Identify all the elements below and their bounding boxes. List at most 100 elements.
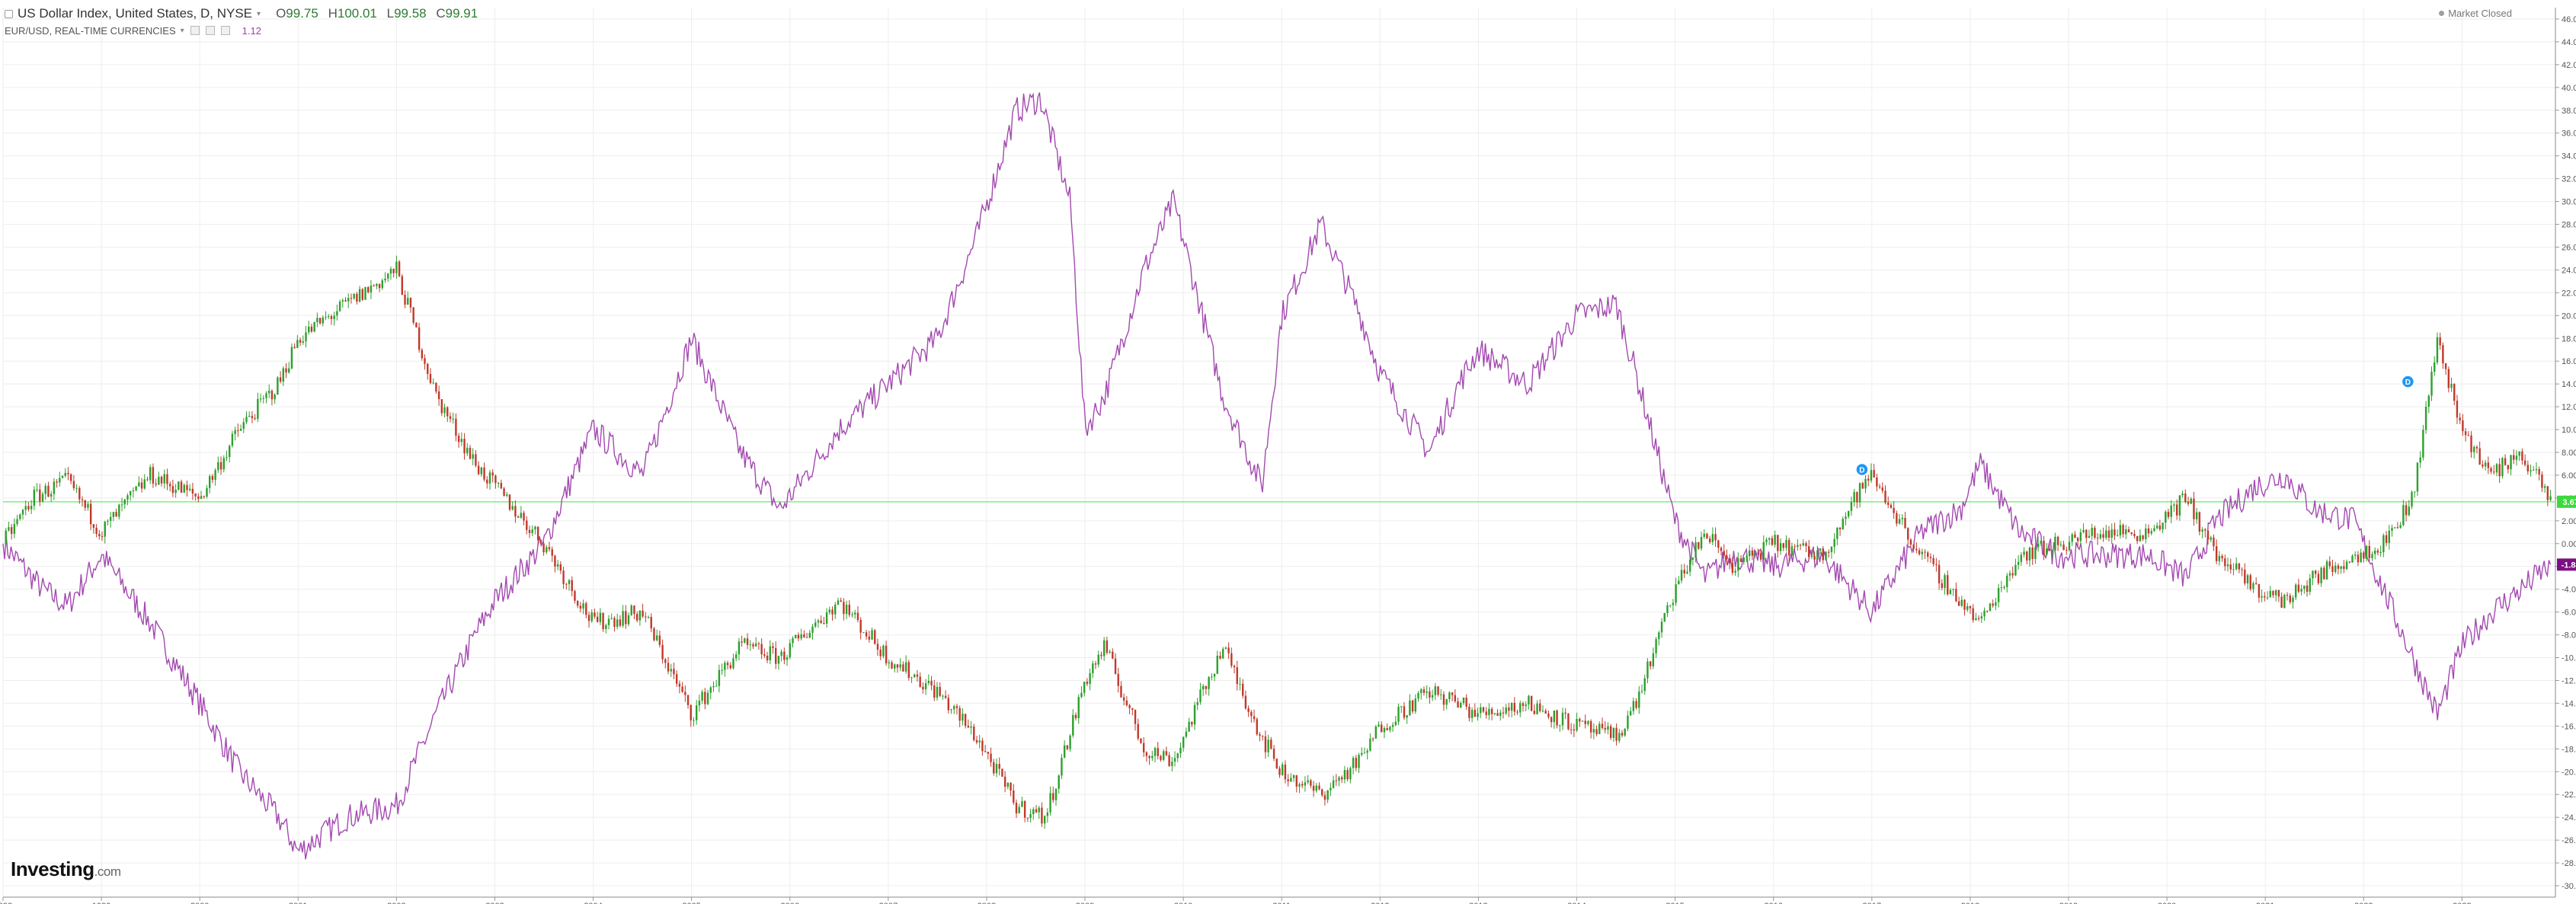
candle-body [2114,529,2116,536]
candle-body [1640,691,1643,692]
legend-compare-row[interactable]: EUR/USD, REAL-TIME CURRENCIES ▾ 1.12 [5,23,484,38]
eye-icon[interactable] [190,26,200,35]
candle-body [1992,603,1994,606]
close-label: C [436,6,446,21]
event-marker[interactable] [2401,375,2415,388]
candle-body [2274,589,2277,596]
candle-body [2334,565,2337,572]
candle-body [1997,588,2000,602]
legend-main-row[interactable]: US Dollar Index, United States, D, NYSE … [5,5,484,23]
candle-body [1688,559,1691,572]
candle-body [1221,648,1224,659]
chevron-down-icon[interactable]: ▾ [257,9,261,18]
candle-body [1771,538,1774,545]
main-series-title[interactable]: US Dollar Index, United States, D, NYSE [18,6,253,21]
candle-body [823,623,825,624]
candle-body [1700,536,1703,549]
candle-body [1921,551,1924,554]
candle-body [1915,548,1918,551]
candle-body [1703,533,1705,537]
candle-body [2210,537,2212,540]
candle-body [2526,465,2530,471]
candle-body [2498,464,2501,477]
candle-body [2221,555,2223,559]
candle-body [1171,762,1173,766]
candle-body [5,530,7,544]
candle-body [2351,555,2354,563]
candle-body [734,654,738,659]
candle-body [1496,713,1499,717]
candle-body [126,495,129,500]
candle-body [2422,430,2424,458]
candle-body [2430,372,2433,396]
candle-body [2105,530,2107,538]
candle-body [1386,727,1388,730]
compare-series-title[interactable]: EUR/USD, REAL-TIME CURRENCIES [5,24,176,37]
close-icon[interactable] [220,26,230,35]
high-label: H [328,6,338,21]
candle-body [1508,707,1510,711]
collapse-box-icon[interactable] [5,9,13,18]
candle-body [2442,345,2444,364]
candle-body [237,430,239,431]
candle-body [2162,522,2164,530]
candle-body [854,612,856,615]
candle-body [1941,583,1944,588]
candle-body [178,481,180,490]
candle-body [338,301,341,311]
candle-body [1887,503,1890,505]
candle-body [2523,460,2526,465]
candle-body [2147,528,2150,534]
candle-body [2062,545,2065,551]
settings-icon[interactable] [205,26,215,35]
candle-body [984,751,987,752]
candle-body [412,307,414,323]
candle-body [1550,717,1553,723]
candle-body [2116,535,2119,536]
candle-body [1323,795,1326,800]
candle-body [2099,534,2102,538]
candle-body [701,692,703,701]
chevron-down-icon[interactable]: ▾ [180,26,184,35]
candle-body [845,604,848,615]
candle-body [837,600,840,605]
candle-body [1389,727,1391,730]
candle-body [834,604,837,615]
candle-body [2150,531,2152,534]
candle-body [1001,768,1003,777]
candle-body [1660,621,1663,633]
candle-body [625,611,627,624]
candle-body [1901,518,1903,519]
candle-body [673,669,675,675]
candle-body [41,494,44,502]
candle-body [1301,784,1304,786]
candle-body [1230,653,1233,666]
candle-body [2495,464,2498,473]
candle-body [2436,337,2439,363]
y-tick-label: -30.00% [2562,882,2576,891]
candle-body [174,489,177,494]
candle-body [2110,529,2113,538]
event-marker[interactable] [1855,462,1869,477]
candle-body [381,280,384,289]
candle-body [551,549,553,556]
candle-body [1822,548,1824,561]
candle-body [1032,809,1035,815]
candle-body [990,753,992,762]
candle-body [1746,556,1748,558]
candle-body [1533,711,1536,714]
candle-body [684,692,686,695]
candle-body [927,680,930,684]
candle-body [1411,700,1414,712]
candle-body [1338,777,1340,781]
candle-body [944,695,947,698]
candle-body [1759,553,1762,560]
candle-body [675,674,678,684]
candle-body [392,269,395,273]
candle-body [279,377,282,382]
candle-body [2490,468,2492,472]
y-tick-label: 12.00% [2562,403,2576,412]
candle-body [1963,599,1966,610]
candle-body [904,662,907,672]
